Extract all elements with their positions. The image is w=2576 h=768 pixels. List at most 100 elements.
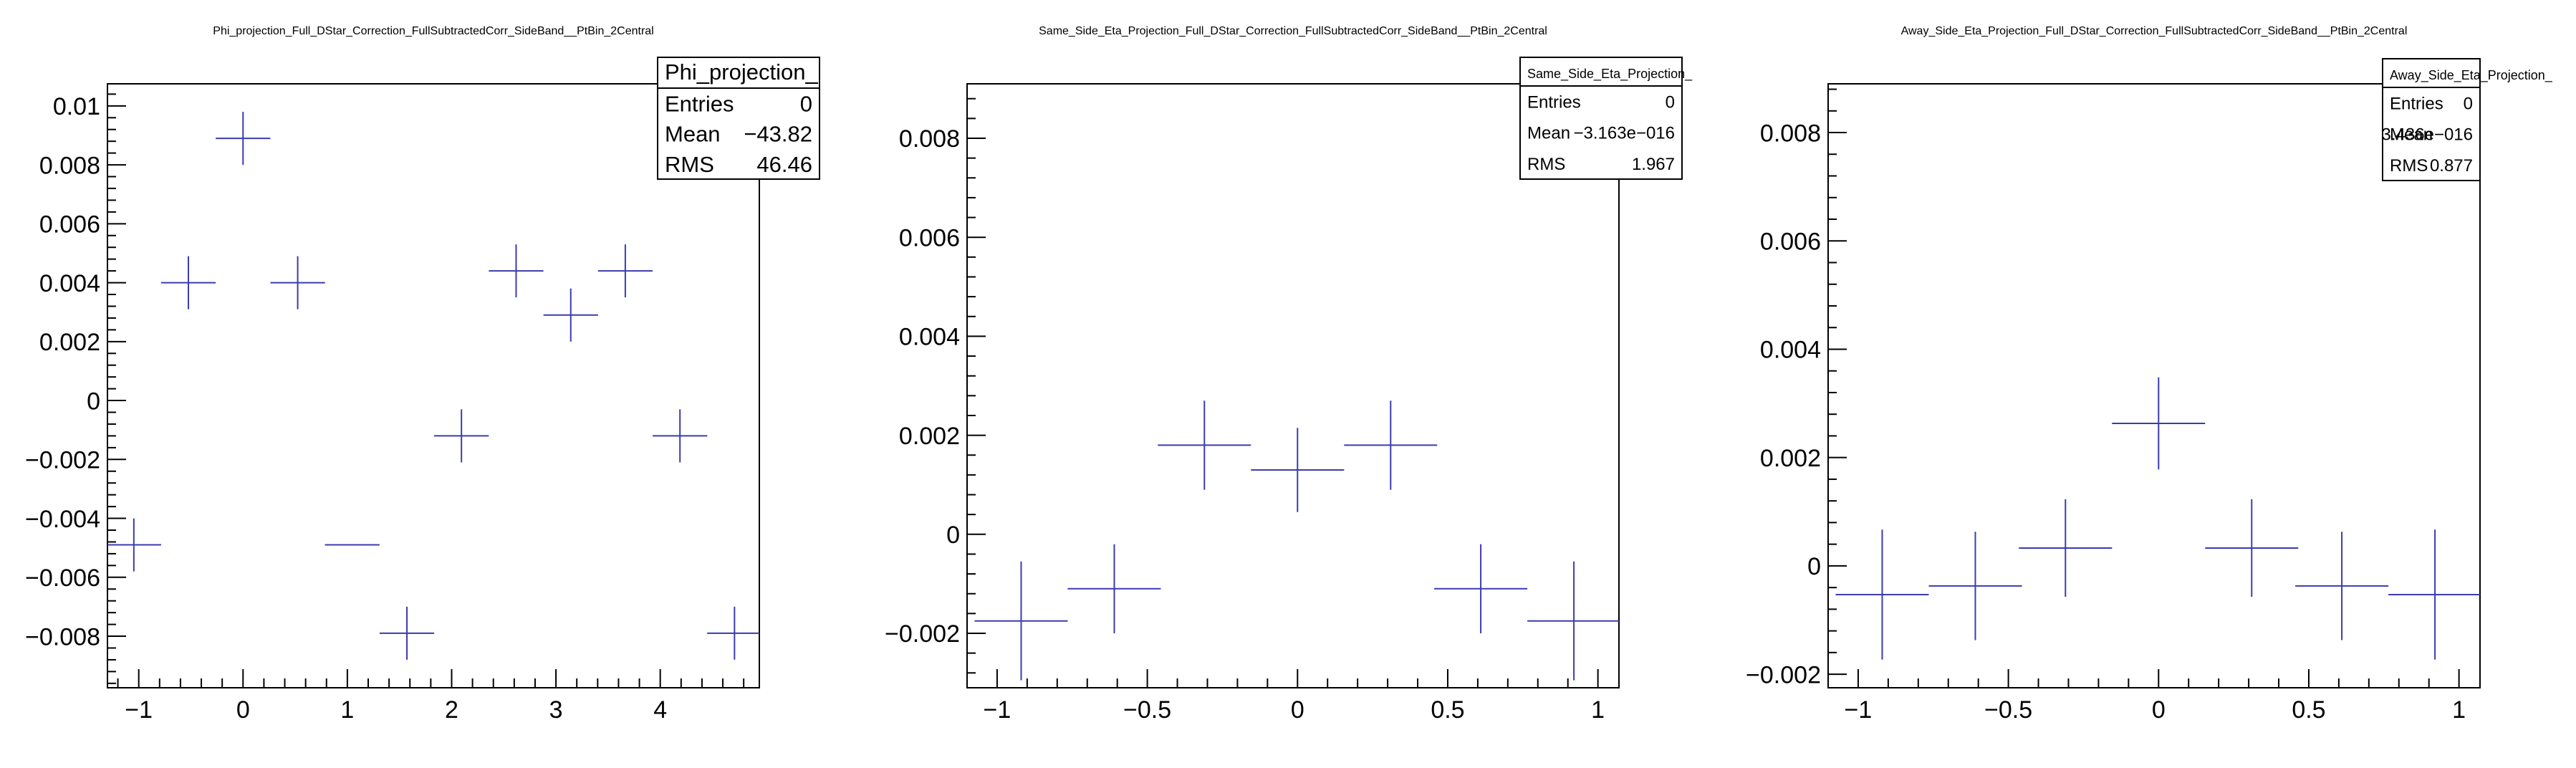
x-tick-label: −0.5 [1984, 696, 2032, 724]
chart-panel-2: Same_Side_Eta_Projection_Full_DStar_Corr… [885, 25, 1693, 724]
x-tick-label: 1 [2452, 696, 2466, 724]
stats-row-value: 0.877 [2430, 156, 2473, 176]
x-tick-label: 3 [549, 696, 563, 724]
y-tick-label: 0.004 [1760, 337, 1821, 364]
stats-row-label: Entries [665, 91, 734, 116]
stats-row-label: Entries [2390, 94, 2443, 113]
data-point [2388, 529, 2480, 660]
y-tick-label: 0.008 [899, 125, 960, 153]
y-tick-label: 0 [87, 388, 100, 415]
chart-panel-3: Away_Side_Eta_Projection_Full_DStar_Corr… [1746, 25, 2553, 724]
x-tick-label: 1 [1591, 696, 1605, 724]
x-tick-label: −1 [1845, 696, 1873, 724]
stats-row-value: 0 [800, 91, 812, 116]
y-tick-label: 0 [946, 522, 960, 549]
data-point [2295, 532, 2389, 640]
data-point [1251, 428, 1345, 512]
stats-row-value: 1.967 [1632, 155, 1675, 174]
y-tick-label: 0.002 [39, 329, 100, 356]
data-point [974, 561, 1068, 681]
y-tick-label: −0.002 [1746, 661, 1821, 688]
data-point [707, 606, 759, 660]
stats-box-frame [2382, 58, 2481, 181]
data-point [1158, 400, 1251, 490]
stats-box-frame [1519, 57, 1683, 180]
stats-box-name: Phi_projection_ [665, 59, 818, 85]
data-point [2112, 377, 2206, 470]
stats-box: Phi_projection_ Entries 0 Mean −43.82 RMS 46.4… [657, 57, 820, 180]
stats-row-label: RMS [665, 152, 714, 177]
stats-box-name: Away_Side_Eta_Projection_ [2390, 68, 2553, 83]
data-point [543, 288, 598, 342]
stats-box: Away_Side_Eta_Projection_ Entries 0 Mean3.4… [2382, 58, 2553, 181]
stats-row-value: 3.436e−016 [2382, 125, 2473, 145]
x-tick-label: 2 [445, 696, 458, 724]
data-point [379, 606, 435, 660]
y-tick-label: 0.01 [53, 93, 100, 120]
chart-title: Phi_projection_Full_DStar_Correction_Ful… [213, 25, 653, 37]
data-point [2205, 499, 2299, 597]
plot-frame [966, 83, 1620, 688]
data-point [1527, 561, 1619, 681]
y-tick-label: 0.004 [899, 324, 960, 351]
y-tick-label: −0.004 [25, 506, 100, 533]
x-tick-label: 1 [340, 696, 354, 724]
x-tick-label: −1 [984, 696, 1011, 724]
y-tick-label: −0.008 [25, 623, 100, 651]
x-tick-label: −0.5 [1123, 696, 1171, 724]
data-point [489, 244, 544, 298]
stats-row-label: RMS [1527, 155, 1565, 174]
y-tick-label: −0.006 [25, 565, 100, 592]
data-point [216, 112, 271, 165]
y-tick-label: 0.008 [39, 152, 100, 179]
stats-row-value: 46.46 [756, 152, 812, 177]
data-point [597, 244, 653, 298]
stats-row-value: −3.163e−016 [1574, 124, 1675, 143]
data-point [434, 409, 489, 463]
chart-title: Same_Side_Eta_Projection_Full_DStar_Corr… [1039, 25, 1547, 37]
x-tick-label: 0 [2152, 696, 2166, 724]
x-tick-label: −1 [125, 696, 153, 724]
stats-row-label: Mean [665, 122, 721, 147]
y-tick-label: 0.006 [899, 224, 960, 251]
data-point [2019, 499, 2113, 597]
y-tick-label: 0 [1807, 553, 1821, 580]
y-tick-label: 0.008 [1760, 120, 1821, 147]
y-tick-label: −0.002 [25, 447, 100, 474]
stats-box-name: Same_Side_Eta_Projection_ [1527, 67, 1693, 82]
data-point [270, 256, 325, 309]
data-point [1344, 400, 1438, 490]
y-tick-label: 0.006 [39, 211, 100, 239]
data-point [653, 409, 708, 463]
y-tick-label: 0.002 [899, 423, 960, 450]
y-tick-label: 0.004 [39, 270, 100, 297]
y-tick-label: 0.002 [1760, 445, 1821, 472]
stats-row-label: Mean [2390, 125, 2433, 145]
data-point [1928, 532, 2022, 640]
x-tick-label: 0.5 [2292, 696, 2325, 724]
data-point [1434, 544, 1528, 633]
data-point [107, 518, 161, 572]
x-tick-label: 0.5 [1431, 696, 1464, 724]
stats-row-value: −43.82 [744, 122, 812, 147]
chart-title: Away_Side_Eta_Projection_Full_DStar_Corr… [1901, 25, 2408, 37]
stats-row-value: 0 [1666, 92, 1675, 112]
data-point [1067, 544, 1161, 633]
y-tick-label: 0.006 [1760, 228, 1821, 255]
chart-panel-1: Phi_projection_Full_DStar_Correction_Ful… [25, 25, 820, 724]
x-tick-label: 0 [236, 696, 250, 724]
stats-row-label: Entries [1527, 92, 1581, 112]
data-point [160, 256, 216, 309]
x-tick-label: 0 [1291, 696, 1304, 724]
y-tick-label: −0.002 [885, 620, 960, 648]
x-tick-label: 4 [653, 696, 667, 724]
stats-row-label: Mean [1527, 124, 1570, 143]
stats-row-label: RMS [2390, 156, 2428, 176]
data-point [1835, 529, 1929, 660]
plot-frame [1827, 83, 2481, 688]
stats-box-frame [657, 57, 820, 180]
stats-box: Same_Side_Eta_Projection_ Entries 0 Mean −3.… [1519, 57, 1693, 180]
plot-frame [107, 83, 760, 688]
stats-row-value: 0 [2464, 94, 2473, 113]
